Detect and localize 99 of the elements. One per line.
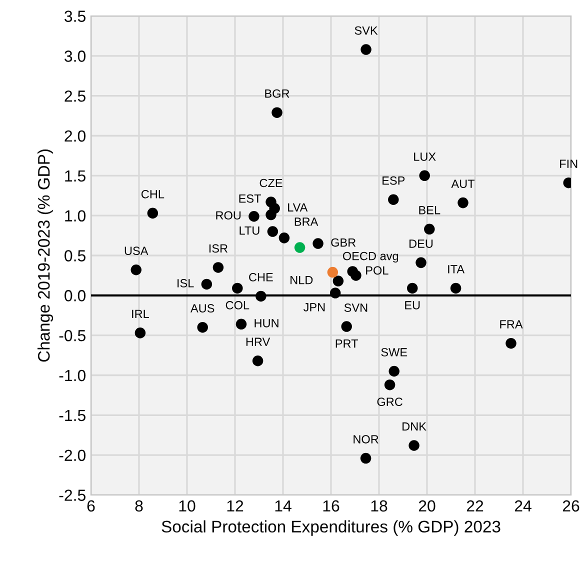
point: [360, 44, 372, 55]
point: [424, 224, 435, 235]
point: [341, 321, 352, 332]
annotation: HRV: [246, 338, 270, 346]
y-tick-label: -1.0: [59, 370, 86, 382]
annotation: SWE: [381, 348, 408, 356]
point: [272, 107, 282, 118]
annotation: JPN: [303, 303, 325, 312]
point: [416, 257, 426, 268]
y-tick-label: 2.5: [64, 90, 86, 102]
annotation: FRA: [500, 320, 523, 328]
annotation: NOR: [354, 435, 378, 444]
annotation: CHE: [249, 273, 273, 282]
annotation: BRA: [294, 218, 318, 226]
x-tick-label: 10: [179, 500, 196, 512]
point: [232, 282, 243, 294]
y-tick-label: -2.0: [59, 450, 86, 462]
annotation: HUN: [254, 319, 278, 328]
x-tick-label: 24: [514, 500, 532, 512]
y-tick-label: 3.5: [64, 10, 86, 22]
annotation: COL: [226, 301, 250, 310]
annotation: IRL: [132, 310, 149, 318]
point: [388, 194, 399, 205]
x-tick-label: 16: [323, 500, 340, 512]
x-tick-label: 14: [275, 500, 292, 512]
annotation: ITA: [448, 265, 465, 274]
x-tick-label: 20: [418, 500, 436, 512]
annotation: GRC: [377, 398, 402, 406]
point: [388, 366, 400, 377]
annotation: EU: [405, 301, 420, 310]
annotation: SVK: [354, 26, 378, 35]
point: [330, 288, 341, 298]
point: [266, 209, 276, 220]
annotation: AUS: [190, 304, 214, 313]
y-tick-label: 2.0: [64, 130, 86, 142]
y-tick-label: 0.0: [64, 290, 86, 302]
point: [248, 211, 260, 222]
point: [360, 452, 372, 464]
annotation: LVA: [288, 203, 308, 212]
point: [350, 270, 362, 281]
y-tick-label: 1.5: [65, 170, 86, 182]
point: [130, 264, 142, 276]
point: [201, 278, 212, 290]
annotation: DNK: [402, 422, 426, 431]
point: [252, 356, 264, 366]
annotation: GBR: [331, 238, 356, 247]
y-tick-label: -0.5: [59, 330, 86, 342]
point: [197, 322, 208, 333]
annotation: USA: [124, 246, 148, 256]
y-axis-title: Change 2019-2023 (% GDP): [38, 150, 54, 362]
y-tick-label: 1.0: [65, 210, 86, 222]
point: [450, 282, 462, 294]
annotation: OECD avg: [342, 252, 398, 263]
x-tick-label: 26: [562, 500, 580, 512]
annotation: AUT: [451, 180, 475, 188]
annotation: CZE: [260, 178, 282, 188]
annotation: NLD: [290, 276, 313, 284]
x-tick-label: 12: [227, 500, 244, 512]
point: [236, 318, 247, 330]
annotation: ISL: [178, 279, 194, 288]
point: [294, 242, 306, 253]
y-tick-label: -1.5: [59, 410, 86, 422]
point: [212, 262, 224, 273]
point: [458, 197, 468, 208]
point: [256, 290, 266, 302]
point: [408, 440, 420, 451]
annotation: LTU: [240, 226, 260, 235]
x-tick-label: 8: [135, 500, 143, 512]
point: [147, 208, 158, 219]
point: [267, 226, 278, 237]
point: [327, 266, 338, 278]
annotation: ESP: [382, 176, 405, 185]
point: [384, 379, 396, 390]
x-tick-label: 18: [371, 500, 388, 512]
annotation: ISR: [209, 244, 228, 253]
annotation: CHL: [141, 190, 164, 198]
annotation: PRT: [336, 339, 358, 348]
annotation: EST: [239, 194, 262, 203]
point: [506, 338, 516, 349]
annotation: POL: [366, 266, 388, 275]
annotation: BGR: [265, 89, 290, 98]
annotation: ROU: [216, 211, 241, 220]
x-axis-title: Social Protection Expenditures (% GDP) 2023: [162, 520, 500, 536]
point: [419, 170, 430, 182]
annotation: LUX: [414, 152, 436, 161]
annotation: DEU: [410, 240, 433, 248]
point: [134, 328, 146, 338]
y-tick-label: 3.0: [64, 50, 86, 62]
point: [406, 282, 418, 294]
annotation: FIN: [560, 160, 578, 168]
x-tick-label: 6: [87, 500, 95, 512]
y-tick-label: -2.5: [59, 490, 86, 501]
annotation: BEL: [419, 206, 440, 214]
x-tick-label: 22: [466, 500, 484, 512]
point: [312, 238, 324, 249]
y-tick-label: 0.5: [64, 250, 86, 262]
point: [332, 276, 344, 286]
annotation: SVN: [344, 304, 368, 312]
point: [278, 232, 290, 244]
